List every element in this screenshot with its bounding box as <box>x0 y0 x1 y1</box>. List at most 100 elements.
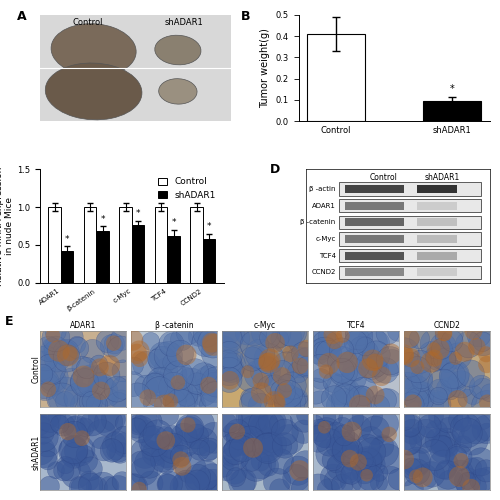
Point <box>258 389 266 397</box>
Point <box>285 436 293 444</box>
Point <box>219 346 227 354</box>
FancyBboxPatch shape <box>340 199 481 212</box>
Point <box>99 388 107 396</box>
Point <box>401 416 409 424</box>
Point <box>152 380 160 388</box>
Point <box>358 344 366 352</box>
Point <box>226 376 234 384</box>
Point <box>80 372 88 380</box>
Point <box>131 362 139 370</box>
Point <box>156 388 164 396</box>
Point <box>200 388 207 396</box>
Point <box>180 432 188 440</box>
Point <box>296 358 304 366</box>
Point <box>464 477 471 485</box>
Point <box>41 382 49 390</box>
Bar <box>168 236 180 283</box>
Point <box>329 378 337 386</box>
Text: Control: Control <box>72 18 103 27</box>
Point <box>364 364 372 372</box>
Point <box>452 370 460 378</box>
Point <box>429 352 437 360</box>
Point <box>416 395 424 403</box>
Point <box>456 469 464 477</box>
Point <box>166 397 174 405</box>
Point <box>418 436 426 444</box>
Point <box>264 424 272 432</box>
Point <box>476 412 484 420</box>
Point <box>320 332 328 340</box>
Point <box>478 476 486 484</box>
Point <box>77 484 85 492</box>
Point <box>116 449 124 457</box>
Point <box>282 362 290 370</box>
Point <box>340 348 347 356</box>
Point <box>181 484 189 492</box>
Point <box>252 462 260 470</box>
Point <box>439 380 447 388</box>
Point <box>453 452 461 460</box>
Point <box>380 448 388 456</box>
Point <box>282 334 290 342</box>
Point <box>226 330 234 338</box>
FancyBboxPatch shape <box>340 249 481 262</box>
Point <box>430 451 438 459</box>
Point <box>360 468 368 475</box>
FancyBboxPatch shape <box>416 185 457 193</box>
Point <box>482 467 490 475</box>
Point <box>230 444 237 452</box>
Text: ADAR1: ADAR1 <box>312 202 336 208</box>
Point <box>277 458 285 466</box>
Text: D: D <box>270 164 280 176</box>
Point <box>232 473 240 481</box>
Point <box>226 416 234 424</box>
Point <box>473 342 481 350</box>
Point <box>110 340 118 348</box>
Point <box>350 454 358 462</box>
Point <box>194 474 202 482</box>
Point <box>50 373 58 381</box>
Y-axis label: Tumor weight(g): Tumor weight(g) <box>260 28 270 108</box>
Point <box>200 372 208 380</box>
Point <box>142 383 150 391</box>
Point <box>93 400 101 408</box>
Point <box>174 388 182 396</box>
Point <box>436 348 444 356</box>
Text: A: A <box>17 10 26 22</box>
Point <box>210 341 218 349</box>
Point <box>400 348 408 356</box>
Point <box>121 436 129 444</box>
Point <box>60 421 68 429</box>
Point <box>164 411 172 419</box>
Point <box>196 440 203 448</box>
Point <box>281 442 289 450</box>
Point <box>376 469 384 477</box>
Point <box>387 350 395 358</box>
Point <box>260 329 268 337</box>
Point <box>138 460 146 468</box>
Point <box>295 394 303 402</box>
Point <box>478 338 486 346</box>
Point <box>362 342 370 350</box>
Point <box>108 446 116 454</box>
Point <box>52 466 60 474</box>
Point <box>128 380 136 388</box>
Point <box>238 479 246 487</box>
Point <box>364 442 372 450</box>
Point <box>406 335 414 343</box>
Point <box>314 435 322 443</box>
Point <box>350 361 358 369</box>
Point <box>70 423 78 431</box>
Point <box>408 400 416 408</box>
Point <box>184 328 192 336</box>
Point <box>104 418 112 426</box>
Point <box>401 472 409 480</box>
Point <box>88 348 96 356</box>
FancyBboxPatch shape <box>340 182 481 196</box>
Point <box>177 452 185 460</box>
Point <box>158 456 166 464</box>
Point <box>348 466 356 474</box>
Point <box>227 366 235 374</box>
Point <box>114 486 122 494</box>
Point <box>384 455 392 463</box>
